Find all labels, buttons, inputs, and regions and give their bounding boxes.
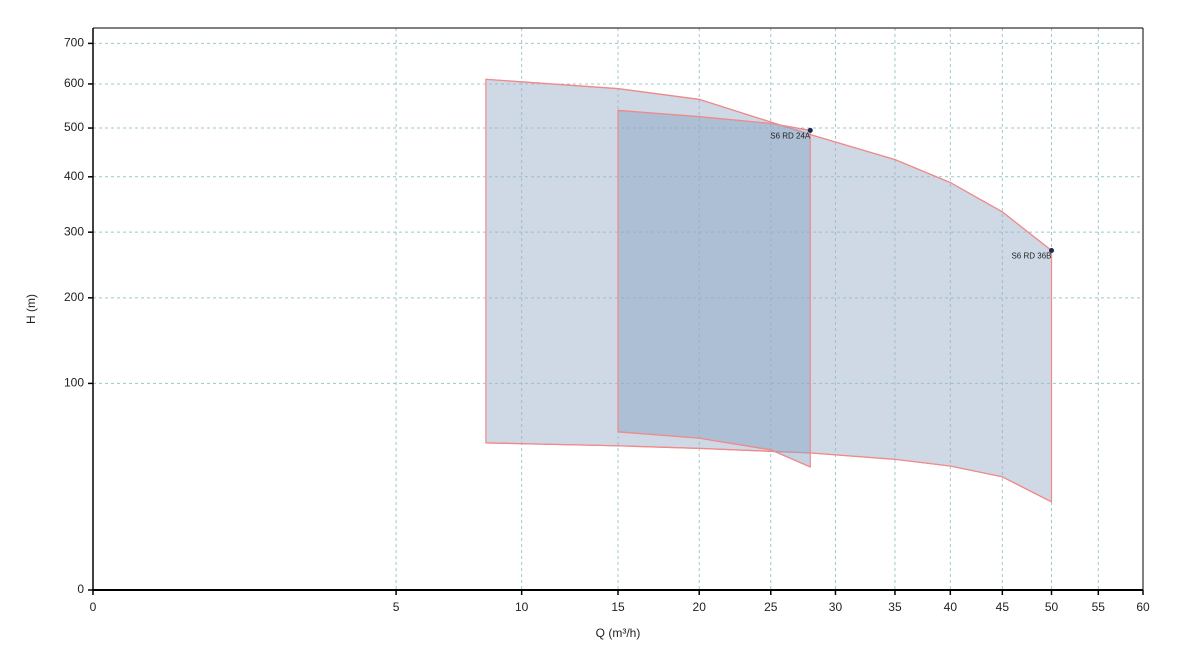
x-tick-label: 45 bbox=[996, 600, 1010, 614]
x-tick-label: 10 bbox=[515, 600, 529, 614]
x-tick-label: 35 bbox=[888, 600, 902, 614]
y-tick-label: 500 bbox=[64, 120, 84, 134]
upper-curve bbox=[485, 78, 1052, 252]
end-point bbox=[807, 127, 813, 133]
point-label: S6 RD 36B bbox=[1011, 252, 1051, 261]
x-tick-label: 0 bbox=[90, 600, 97, 614]
x-tick-label: 40 bbox=[944, 600, 958, 614]
y-tick-label: 200 bbox=[64, 290, 84, 304]
point-label: S6 RD 24A bbox=[770, 131, 811, 140]
x-tick-label: 50 bbox=[1045, 600, 1059, 614]
y-tick-label: 400 bbox=[64, 169, 84, 183]
y-tick-label: 100 bbox=[64, 376, 84, 390]
upper-curve bbox=[617, 109, 811, 131]
x-axis-label: Q (m³/h) bbox=[596, 626, 641, 640]
x-tick-label: 15 bbox=[611, 600, 625, 614]
y-tick-label: 300 bbox=[64, 224, 84, 238]
y-axis-label: H (m) bbox=[24, 294, 38, 324]
x-tick-label: 25 bbox=[764, 600, 778, 614]
x-tick-label: 20 bbox=[693, 600, 707, 614]
y-tick-label: 600 bbox=[64, 76, 84, 90]
x-tick-label: 55 bbox=[1092, 600, 1106, 614]
range-area bbox=[617, 109, 811, 468]
y-tick-label: 0 bbox=[77, 582, 84, 596]
x-tick-label: 5 bbox=[393, 600, 400, 614]
x-tick-label: 30 bbox=[829, 600, 843, 614]
y-tick-label: 700 bbox=[64, 36, 84, 50]
lower-curve bbox=[617, 431, 811, 468]
x-tick-label: 60 bbox=[1136, 600, 1150, 614]
lower-curve bbox=[485, 442, 1052, 503]
end-point bbox=[1049, 248, 1055, 254]
